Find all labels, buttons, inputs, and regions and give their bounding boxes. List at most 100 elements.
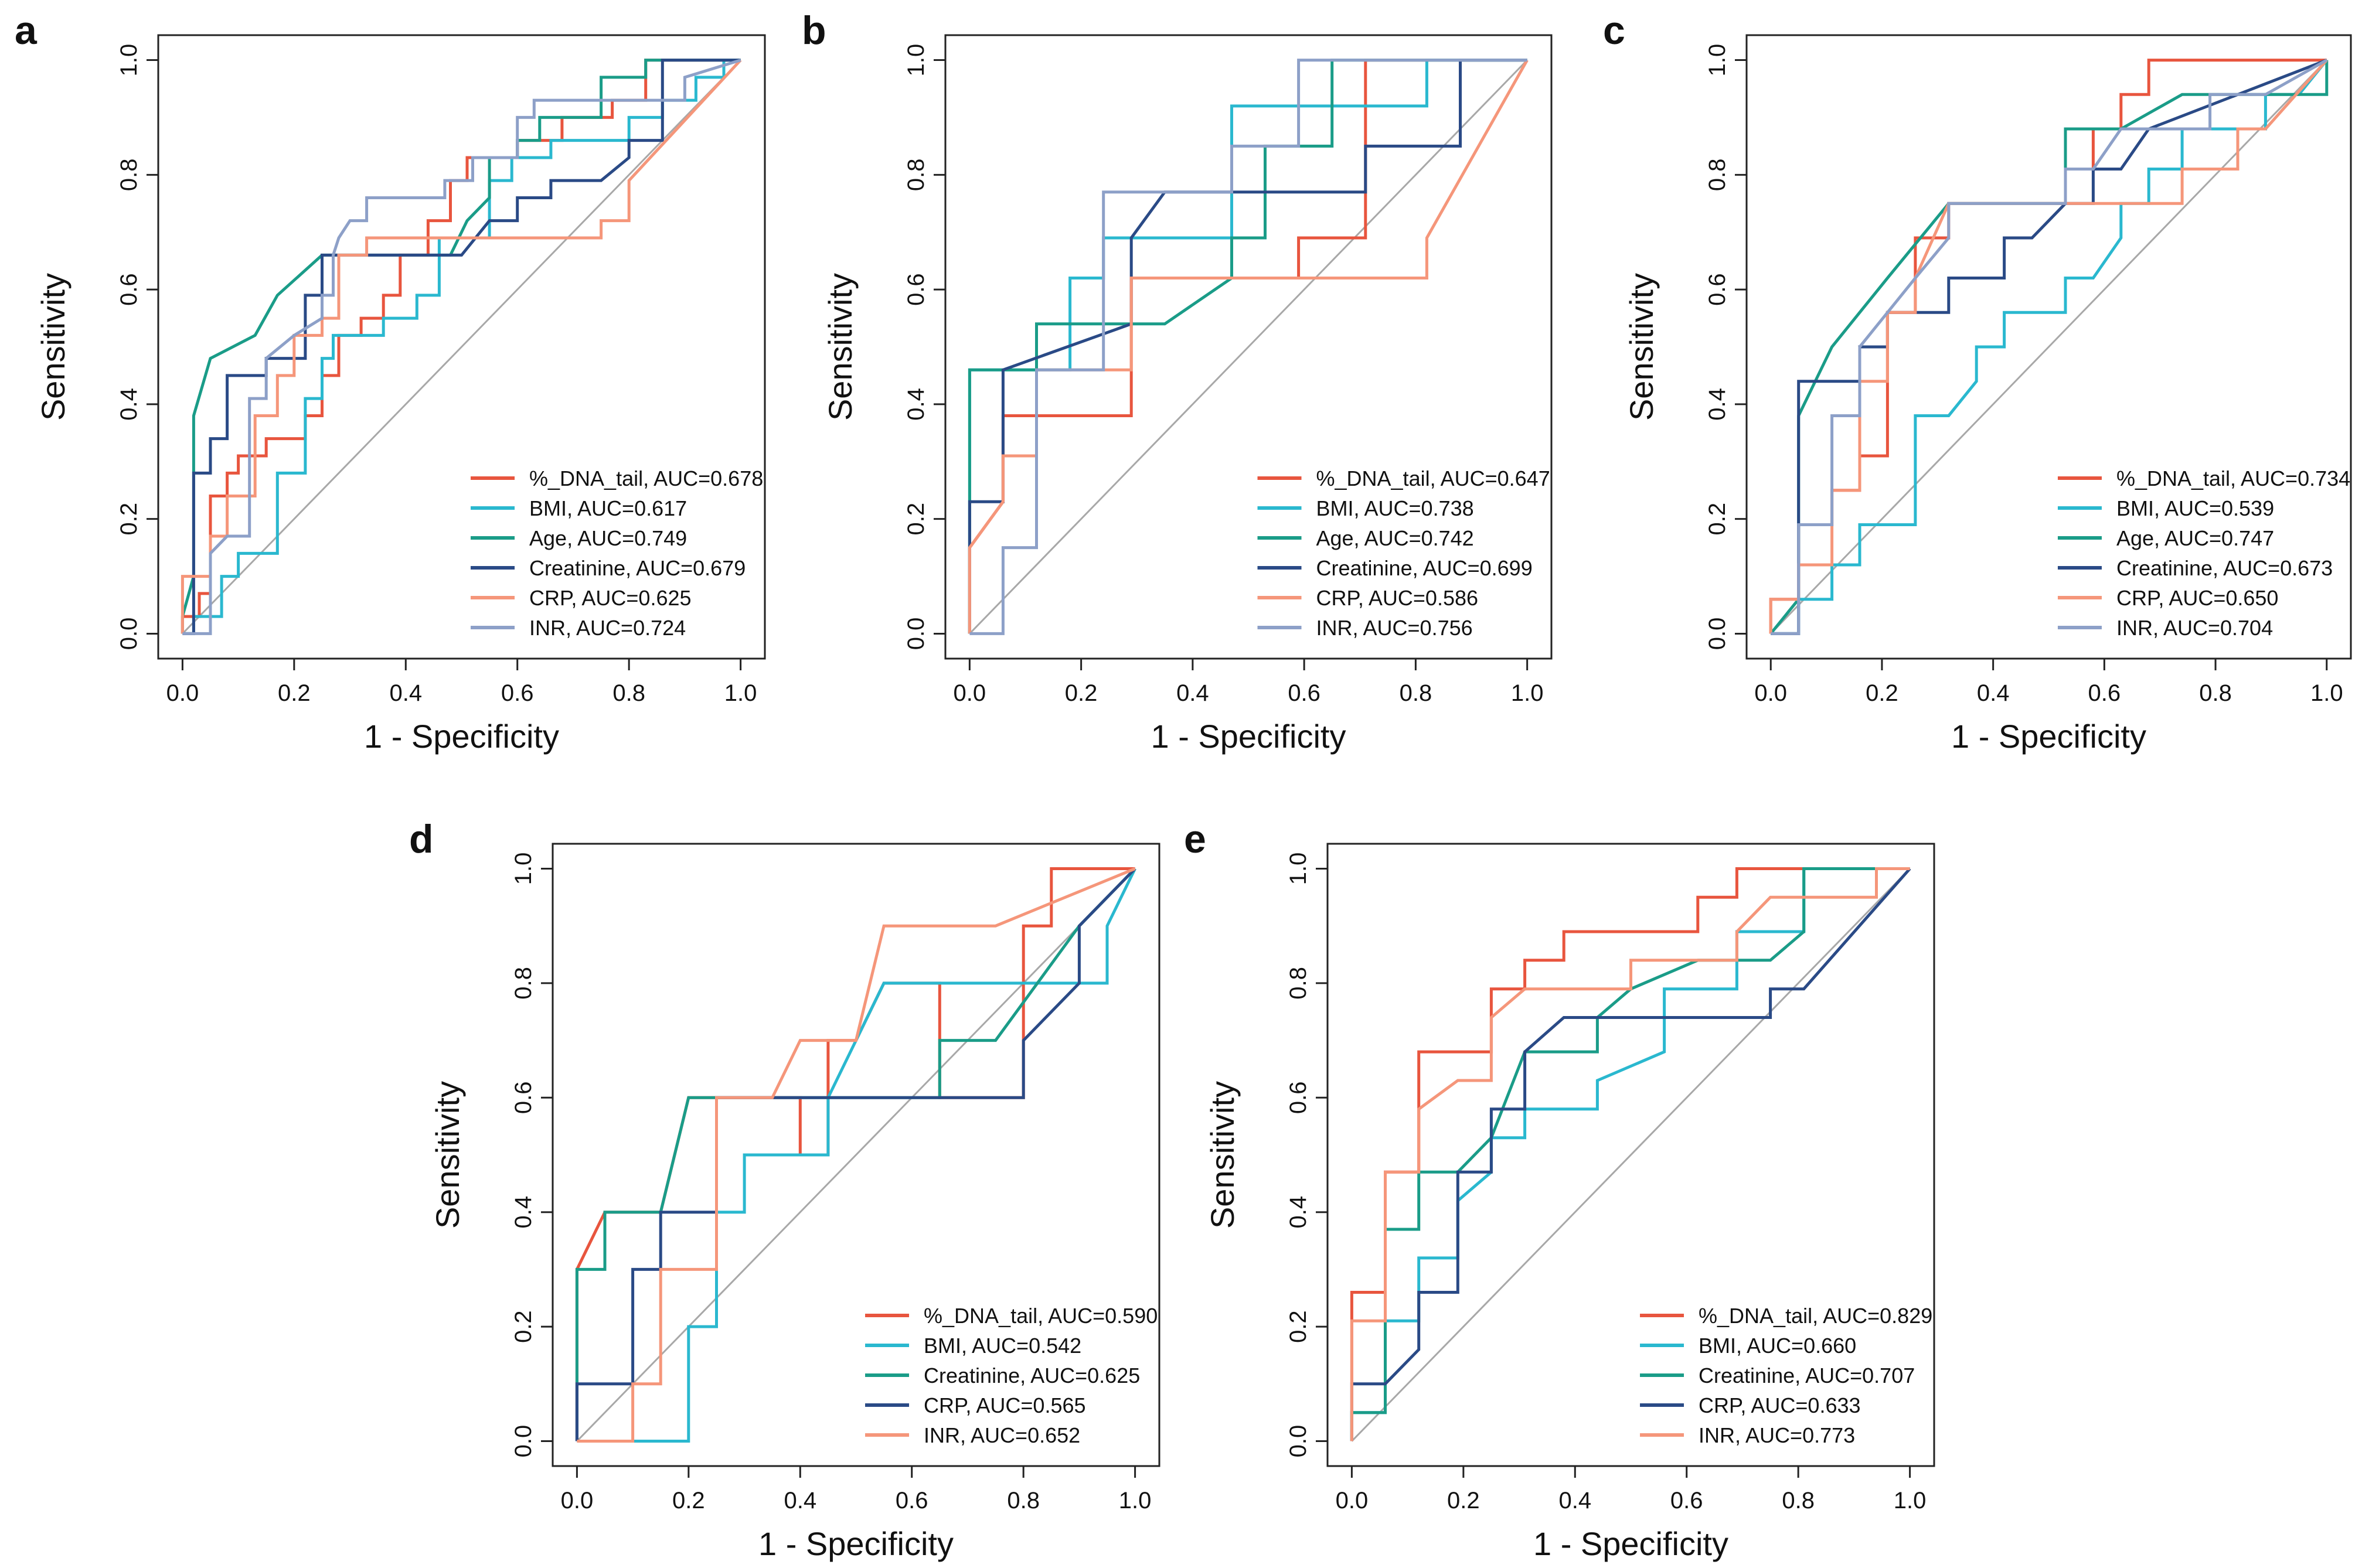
y-tick-label: 0.0 (510, 1425, 536, 1458)
legend-entry: INR, AUC=0.724 (529, 616, 686, 640)
legend-entry: CRP, AUC=0.586 (1316, 586, 1479, 610)
x-tick-label: 0.2 (1866, 680, 1898, 706)
x-axis-label: 1 - Specificity (364, 718, 559, 755)
y-tick-label: 1.0 (1704, 44, 1730, 77)
x-tick-label: 0.8 (612, 680, 645, 706)
y-tick-label: 0.2 (1704, 503, 1730, 536)
legend-entry: Age, AUC=0.747 (2116, 526, 2274, 550)
y-tick-label: 0.6 (903, 273, 929, 306)
roc-curve (1350, 867, 1911, 1441)
x-tick-label: 1.0 (1119, 1488, 1152, 1514)
roc-curve (1769, 60, 2329, 635)
y-tick-label: 0.0 (116, 618, 142, 650)
roc-curve (1350, 867, 1910, 1441)
x-tick-label: 1.0 (1894, 1488, 1927, 1514)
y-tick-label: 0.6 (510, 1081, 536, 1114)
x-tick-label: 0.4 (1977, 680, 2010, 706)
roc-curve (181, 59, 741, 634)
roc-curve (182, 59, 741, 635)
legend-entry: Creatinine, AUC=0.673 (2116, 556, 2333, 580)
legend-entry: CRP, AUC=0.633 (1699, 1393, 1861, 1417)
legend-entry: %_DNA_tail, AUC=0.590 (924, 1304, 1158, 1328)
legend-entry: Creatinine, AUC=0.679 (529, 556, 746, 580)
y-tick-label: 1.0 (116, 44, 142, 77)
panel-letter: b (802, 8, 826, 53)
y-tick-label: 0.8 (116, 159, 142, 192)
x-tick-label: 0.0 (166, 680, 199, 706)
plot-frame (1745, 34, 2352, 660)
y-axis-label: Sensitivity (429, 1081, 466, 1229)
x-tick-label: 0.6 (501, 680, 534, 706)
roc-curve (181, 59, 741, 634)
x-tick-label: 0.8 (1400, 680, 1432, 706)
reference-diagonal (182, 59, 741, 635)
x-tick-label: 0.4 (389, 680, 422, 706)
legend-entry: Age, AUC=0.749 (529, 526, 687, 550)
y-axis-label: Sensitivity (1623, 273, 1660, 421)
plot-frame (1326, 843, 1935, 1467)
y-tick-label: 0.4 (510, 1196, 536, 1229)
y-tick-label: 0.8 (1285, 967, 1311, 1000)
roc-curve (577, 867, 1136, 1443)
legend-entry: INR, AUC=0.704 (2116, 616, 2273, 640)
y-tick-label: 0.4 (116, 388, 142, 421)
roc-panel-a: a 0.0 0.0 0.2 0.2 0.4 0.4 0.6 0.6 0.8 0.8 1.0 1.0 1 -… (15, 8, 766, 755)
y-tick-label: 0.6 (1704, 273, 1730, 306)
legend-entry: BMI, AUC=0.660 (1699, 1334, 1856, 1358)
x-tick-label: 0.4 (1558, 1488, 1591, 1514)
legend-entry: INR, AUC=0.652 (924, 1423, 1080, 1447)
x-tick-label: 0.6 (1288, 680, 1320, 706)
legend-entry: %_DNA_tail, AUC=0.647 (1316, 466, 1550, 490)
legend-entry: BMI, AUC=0.617 (529, 496, 687, 520)
legend-entry: Creatinine, AUC=0.625 (924, 1364, 1140, 1388)
x-tick-label: 0.2 (672, 1488, 705, 1514)
y-tick-label: 0.4 (1704, 388, 1730, 421)
x-tick-label: 0.8 (1782, 1488, 1815, 1514)
x-tick-label: 1.0 (1511, 680, 1544, 706)
x-tick-label: 0.0 (1336, 1488, 1369, 1514)
panel-letter: e (1184, 817, 1206, 861)
y-tick-label: 0.6 (1285, 1081, 1311, 1114)
x-axis-label: 1 - Specificity (1151, 718, 1346, 755)
roc-curve (969, 59, 1527, 635)
legend-entry: CRP, AUC=0.565 (924, 1393, 1086, 1417)
x-tick-label: 0.2 (278, 680, 311, 706)
y-axis-label: Sensitivity (1204, 1081, 1241, 1229)
legend-entry: %_DNA_tail, AUC=0.734 (2116, 466, 2350, 490)
x-tick-label: 0.6 (1670, 1488, 1703, 1514)
x-axis-label: 1 - Specificity (758, 1525, 954, 1562)
legend-entry: Creatinine, AUC=0.699 (1316, 556, 1533, 580)
legend-entry: CRP, AUC=0.625 (529, 586, 692, 610)
legend-entry: BMI, AUC=0.542 (924, 1334, 1081, 1358)
y-tick-label: 0.6 (116, 273, 142, 306)
panel-letter: c (1603, 8, 1625, 53)
roc-curve (182, 59, 741, 635)
roc-curve (577, 868, 1136, 1443)
roc-curve (1771, 59, 2328, 635)
y-tick-label: 0.0 (1285, 1425, 1311, 1458)
y-tick-label: 1.0 (903, 44, 929, 77)
x-tick-label: 0.8 (1007, 1488, 1040, 1514)
x-tick-label: 0.4 (784, 1488, 816, 1514)
legend-entry: BMI, AUC=0.738 (1316, 496, 1474, 520)
legend-entry: %_DNA_tail, AUC=0.829 (1699, 1304, 1932, 1328)
y-tick-label: 0.4 (1285, 1196, 1311, 1229)
x-axis-label: 1 - Specificity (1533, 1525, 1728, 1562)
x-tick-label: 0.4 (1176, 680, 1209, 706)
roc-panel-d: d 0.0 0.0 0.2 0.2 0.4 0.4 0.6 0.6 0.8 0.8 1.0 1.0 1 -… (409, 817, 1160, 1562)
roc-panel-b: b 0.0 0.0 0.2 0.2 0.4 0.4 0.6 0.6 0.8 0.8 1.0 1.0 1 -… (802, 8, 1553, 755)
panel-letter: a (15, 8, 38, 53)
y-tick-label: 0.8 (903, 159, 929, 192)
x-tick-label: 0.0 (954, 680, 986, 706)
y-tick-label: 0.4 (903, 388, 929, 421)
y-axis-label: Sensitivity (35, 273, 72, 421)
y-tick-label: 0.2 (510, 1310, 536, 1343)
roc-curve (968, 59, 1527, 634)
plot-frame (157, 34, 766, 660)
x-tick-label: 1.0 (2310, 680, 2343, 706)
x-tick-label: 0.8 (2199, 680, 2232, 706)
legend-entry: INR, AUC=0.756 (1316, 616, 1473, 640)
legend-entry: %_DNA_tail, AUC=0.678 (529, 466, 763, 490)
plot-frame (552, 843, 1160, 1467)
